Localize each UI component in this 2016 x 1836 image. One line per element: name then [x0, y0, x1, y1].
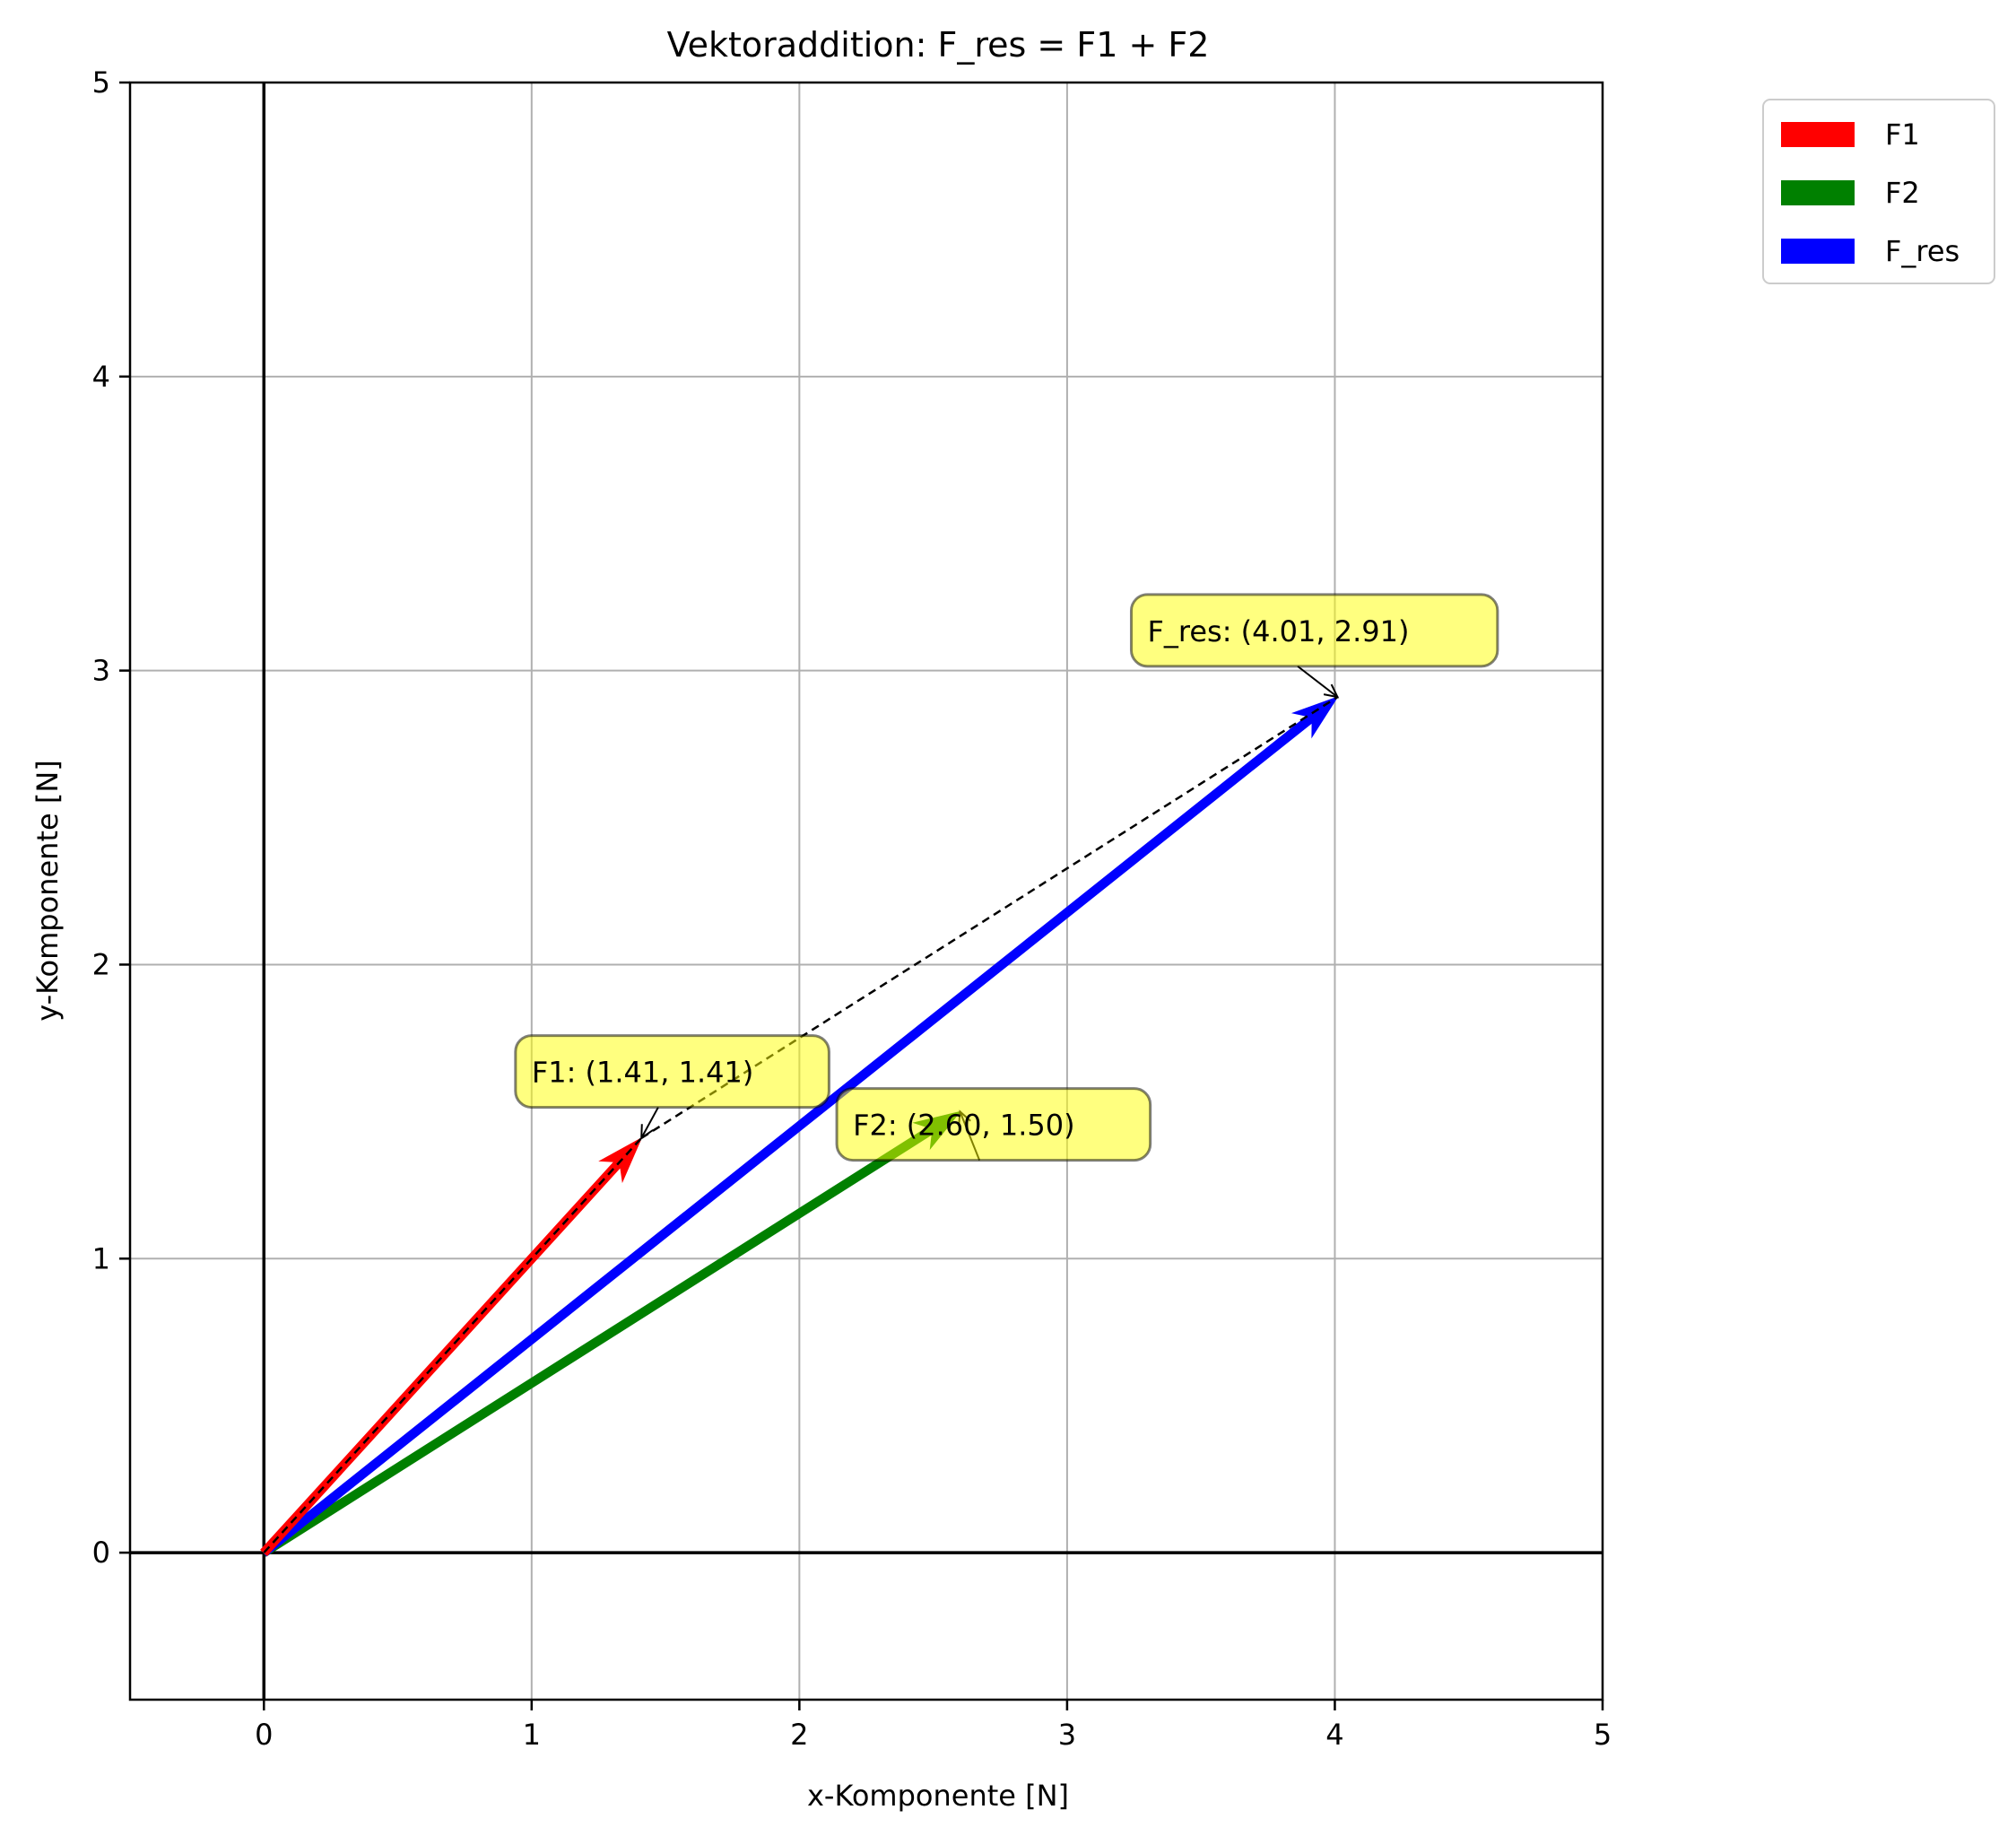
annotation-f2: F2: (2.60, 1.50)	[835, 1087, 1152, 1162]
x-tick-label: 2	[790, 1718, 808, 1752]
x-axis-label: x-Komponente [N]	[807, 1779, 1069, 1813]
annotation-pointer-head	[1323, 683, 1340, 699]
x-tick-label: 1	[523, 1718, 541, 1752]
vector-arrow-f-res	[260, 696, 1339, 1557]
x-tick-label: 0	[255, 1718, 273, 1752]
y-tick-label: 0	[92, 1536, 110, 1570]
annotation-f-res: F_res: (4.01, 2.91)	[1129, 593, 1499, 699]
x-tick-label: 5	[1594, 1718, 1612, 1752]
y-tick-label: 5	[92, 65, 110, 100]
y-ticks: 0 1 2 3 4 5	[92, 65, 130, 1570]
y-tick-label: 3	[92, 654, 110, 688]
legend-swatch-f2	[1781, 180, 1855, 205]
y-tick-label: 1	[92, 1241, 110, 1275]
legend-label-f1: F1	[1885, 117, 1920, 152]
x-tick-label: 3	[1058, 1718, 1076, 1752]
annotation-label: F1: (1.41, 1.41)	[532, 1056, 754, 1090]
annotation-box	[835, 1087, 1152, 1162]
legend-swatch-f-res	[1781, 239, 1855, 264]
plot-frame	[128, 81, 1604, 1701]
x-ticks: 0 1 2 3 4 5	[255, 1700, 1612, 1752]
zero-axes	[130, 83, 1603, 1700]
annotation-box	[514, 1034, 830, 1109]
annotations: F1: (1.41, 1.41) F2: (2.60, 1.50) F_res: (…	[514, 593, 1499, 1162]
legend: F1 F2 F_res	[1762, 99, 1995, 284]
annotation-label: F_res: (4.01, 2.91)	[1147, 614, 1409, 648]
chart-title: Vektoraddition: F_res = F1 + F2	[667, 25, 1210, 65]
annotation-label: F2: (2.60, 1.50)	[853, 1109, 1075, 1143]
y-tick-label: 4	[92, 360, 110, 394]
y-tick-label: 2	[92, 947, 110, 981]
legend-swatch-f1	[1781, 122, 1855, 147]
annotation-f1: F1: (1.41, 1.41)	[514, 1034, 830, 1140]
legend-label-f2: F2	[1885, 176, 1920, 210]
y-axis-label: y-Komponente [N]	[30, 760, 65, 1022]
x-tick-label: 4	[1325, 1718, 1343, 1752]
legend-label-f-res: F_res	[1885, 234, 1960, 268]
annotation-pointer	[1297, 666, 1339, 698]
annotation-box	[1129, 593, 1499, 668]
annotation-pointer	[640, 1107, 659, 1139]
annotation-pointer-head	[640, 1124, 654, 1140]
